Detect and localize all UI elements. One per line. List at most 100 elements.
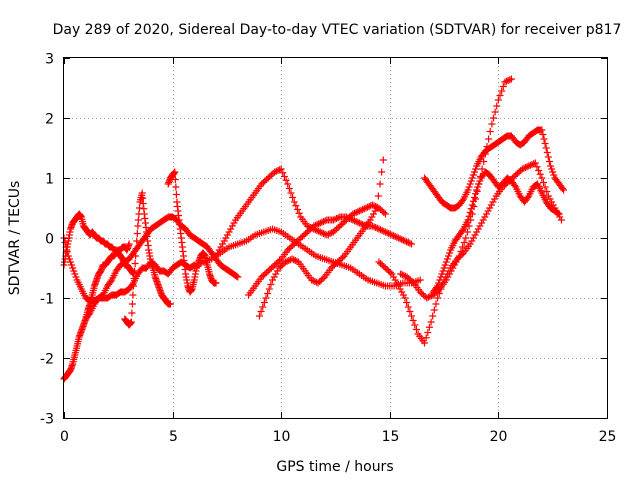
data-point — [406, 308, 414, 315]
data-point — [468, 201, 476, 209]
data-point — [223, 231, 231, 239]
data-point — [393, 279, 401, 287]
data-point — [312, 278, 320, 286]
data-point — [303, 228, 311, 236]
data-point — [257, 308, 265, 315]
data-point — [466, 209, 474, 216]
data-point — [128, 309, 136, 317]
data-point — [61, 239, 69, 246]
data-point — [524, 194, 532, 201]
data-point — [442, 258, 450, 266]
data-point — [503, 77, 511, 85]
y-tick-label: -2 — [40, 352, 54, 368]
data-point — [318, 229, 326, 237]
data-point — [535, 167, 543, 174]
data-point — [69, 264, 77, 272]
data-point — [443, 255, 451, 263]
data-point — [419, 291, 427, 299]
data-point — [315, 220, 323, 228]
data-point — [491, 195, 499, 203]
data-point — [132, 252, 140, 260]
data-point — [540, 135, 548, 143]
data-point — [478, 219, 486, 227]
data-point — [424, 329, 432, 336]
data-point — [355, 219, 363, 227]
data-point — [324, 230, 332, 238]
data-point — [485, 135, 493, 143]
data-point — [388, 231, 396, 239]
x-tick-label: 10 — [273, 429, 291, 445]
data-point — [383, 229, 391, 237]
data-point — [295, 209, 303, 217]
data-point — [314, 279, 322, 287]
data-point — [313, 221, 321, 228]
data-point — [548, 165, 556, 173]
data-point — [468, 237, 476, 245]
data-point — [336, 222, 344, 230]
data-point — [277, 263, 285, 270]
data-point — [378, 168, 386, 176]
data-point — [506, 76, 514, 84]
x-tick-label: 5 — [169, 429, 178, 445]
data-point — [403, 238, 411, 246]
data-point — [512, 171, 520, 179]
data-point — [393, 233, 401, 241]
data-point — [545, 158, 553, 165]
series-track-1 — [60, 210, 138, 278]
data-point — [131, 267, 139, 275]
data-point — [429, 312, 437, 320]
axis-tick-labels: 0 5 10 15 20 25 -3 -2 -1 0 1 2 3 — [40, 52, 616, 446]
data-point — [332, 260, 340, 267]
data-point — [377, 260, 385, 267]
data-point — [134, 216, 142, 224]
data-point — [399, 291, 407, 299]
data-point — [465, 183, 473, 191]
data-point — [279, 169, 287, 177]
data-point — [380, 227, 388, 235]
x-tick-label: 15 — [382, 429, 400, 445]
data-point — [475, 180, 483, 188]
series-track-6 — [164, 168, 220, 296]
data-point — [212, 252, 220, 260]
data-point — [368, 222, 376, 230]
data-point — [357, 220, 365, 228]
data-point — [313, 227, 321, 234]
series-track-3 — [60, 234, 198, 305]
data-point — [496, 92, 504, 99]
data-point — [377, 226, 385, 234]
data-point — [289, 194, 297, 201]
data-point — [538, 174, 546, 182]
data-point — [385, 230, 393, 237]
data-point — [316, 219, 324, 227]
data-point — [558, 185, 566, 192]
data-point — [352, 209, 360, 216]
y-tick-label: 2 — [45, 112, 54, 128]
data-point — [474, 183, 482, 191]
data-point — [432, 300, 440, 308]
data-point — [489, 198, 497, 206]
data-point — [70, 267, 78, 275]
data-point — [464, 216, 472, 224]
data-point — [520, 164, 528, 172]
data-point — [380, 263, 388, 270]
data-point — [462, 234, 470, 242]
data-point — [227, 225, 235, 233]
data-point — [269, 263, 277, 270]
data-point — [354, 208, 362, 216]
data-point — [277, 165, 285, 173]
data-point — [437, 273, 445, 281]
data-point — [471, 194, 479, 201]
data-point — [450, 261, 458, 269]
data-point — [266, 173, 274, 180]
data-point — [274, 167, 282, 174]
data-point — [234, 273, 242, 281]
data-point — [473, 186, 481, 194]
data-point — [490, 114, 498, 122]
data-point — [432, 284, 440, 291]
data-point — [65, 255, 73, 263]
data-point — [478, 165, 486, 173]
data-point — [482, 210, 490, 218]
series-track-13 — [421, 126, 568, 212]
data-point — [212, 279, 220, 287]
data-point — [266, 266, 274, 273]
